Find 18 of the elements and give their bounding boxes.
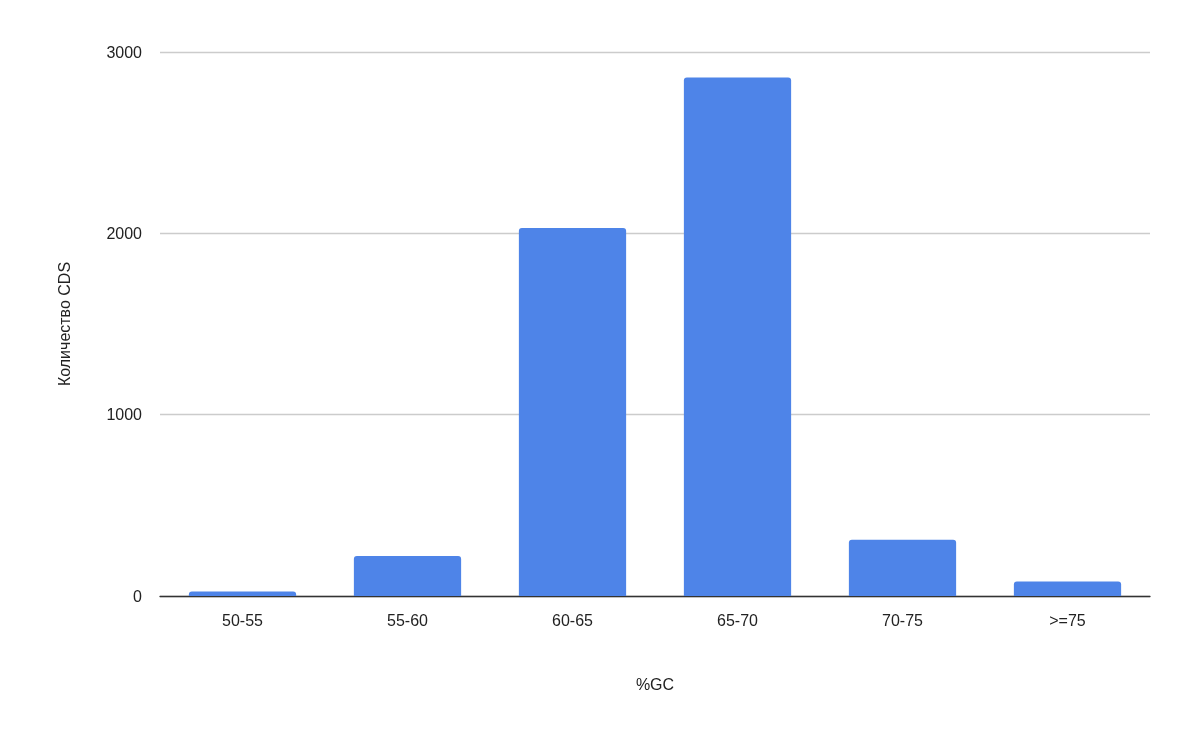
x-axis-title: %GC [635, 675, 675, 693]
bar [188, 591, 297, 596]
bar [1013, 581, 1122, 596]
x-tick-label: >=75 [1049, 611, 1086, 629]
x-tick-label: 65-70 [717, 611, 759, 629]
bar [683, 77, 792, 596]
x-tick-label: 70-75 [882, 611, 924, 629]
x-tick-label: 60-65 [552, 611, 594, 629]
y-tick-label: 2000 [106, 224, 143, 242]
x-tick-label: 50-55 [222, 611, 264, 629]
y-tick-label: 1000 [106, 406, 143, 424]
y-tick-label: 3000 [106, 43, 143, 61]
x-tick-label: 55-60 [387, 611, 429, 629]
bar [848, 539, 957, 596]
y-tick-label: 0 [133, 587, 143, 605]
y-axis-title: Количество CDS [55, 261, 73, 387]
bar [518, 227, 627, 596]
bar [353, 556, 462, 596]
